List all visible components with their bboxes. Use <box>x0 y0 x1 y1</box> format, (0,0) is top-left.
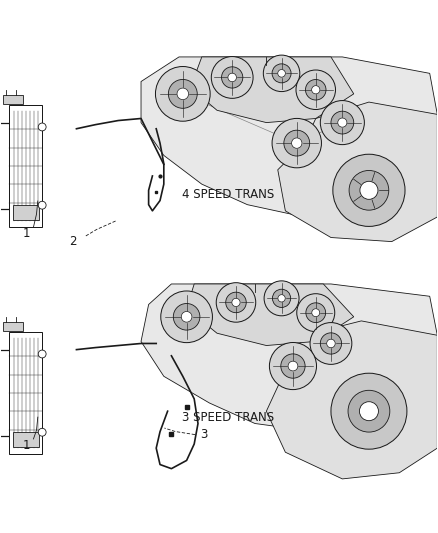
Circle shape <box>226 292 246 313</box>
Circle shape <box>173 303 200 330</box>
Circle shape <box>177 88 189 100</box>
Circle shape <box>181 311 192 322</box>
Circle shape <box>278 69 286 77</box>
Circle shape <box>264 281 299 316</box>
Circle shape <box>305 79 326 100</box>
Circle shape <box>292 138 302 148</box>
Bar <box>13 432 39 447</box>
Polygon shape <box>187 284 354 345</box>
Circle shape <box>232 298 240 306</box>
Text: 3: 3 <box>200 428 208 441</box>
Polygon shape <box>141 284 437 432</box>
Circle shape <box>331 373 407 449</box>
Circle shape <box>281 354 305 378</box>
Circle shape <box>155 67 210 121</box>
Bar <box>13 205 39 220</box>
Circle shape <box>312 86 320 94</box>
Circle shape <box>333 154 405 227</box>
Polygon shape <box>278 102 437 241</box>
Bar <box>3 322 22 331</box>
Circle shape <box>263 55 300 92</box>
Circle shape <box>38 201 46 209</box>
Circle shape <box>278 295 285 302</box>
Circle shape <box>38 350 46 358</box>
Circle shape <box>331 111 354 134</box>
Circle shape <box>272 289 291 308</box>
Circle shape <box>222 67 243 88</box>
Bar <box>3 95 22 104</box>
Circle shape <box>168 79 197 108</box>
Circle shape <box>320 101 364 144</box>
Circle shape <box>284 130 310 156</box>
Circle shape <box>38 429 46 436</box>
Text: 3 SPEED TRANS: 3 SPEED TRANS <box>182 410 274 424</box>
Circle shape <box>349 171 389 210</box>
Text: 1: 1 <box>22 227 30 240</box>
Circle shape <box>320 333 342 354</box>
Circle shape <box>338 118 347 127</box>
Circle shape <box>269 343 317 390</box>
Polygon shape <box>141 57 437 217</box>
Polygon shape <box>266 321 437 479</box>
Polygon shape <box>191 57 354 123</box>
Circle shape <box>296 70 336 109</box>
Text: 1: 1 <box>22 439 30 452</box>
Circle shape <box>348 390 390 432</box>
Circle shape <box>211 56 253 99</box>
Circle shape <box>272 118 321 168</box>
Circle shape <box>228 73 237 82</box>
Circle shape <box>310 322 352 365</box>
Circle shape <box>38 123 46 131</box>
Bar <box>10 105 42 227</box>
Bar <box>10 332 42 454</box>
Circle shape <box>327 339 335 348</box>
Circle shape <box>216 282 256 322</box>
Text: 4 SPEED TRANS: 4 SPEED TRANS <box>182 188 274 201</box>
Circle shape <box>161 291 212 343</box>
Circle shape <box>306 303 325 322</box>
Circle shape <box>272 64 291 83</box>
Circle shape <box>297 294 335 332</box>
Circle shape <box>360 181 378 199</box>
Text: 2: 2 <box>69 235 77 248</box>
Circle shape <box>288 361 298 371</box>
Circle shape <box>360 402 378 421</box>
Circle shape <box>312 309 320 317</box>
